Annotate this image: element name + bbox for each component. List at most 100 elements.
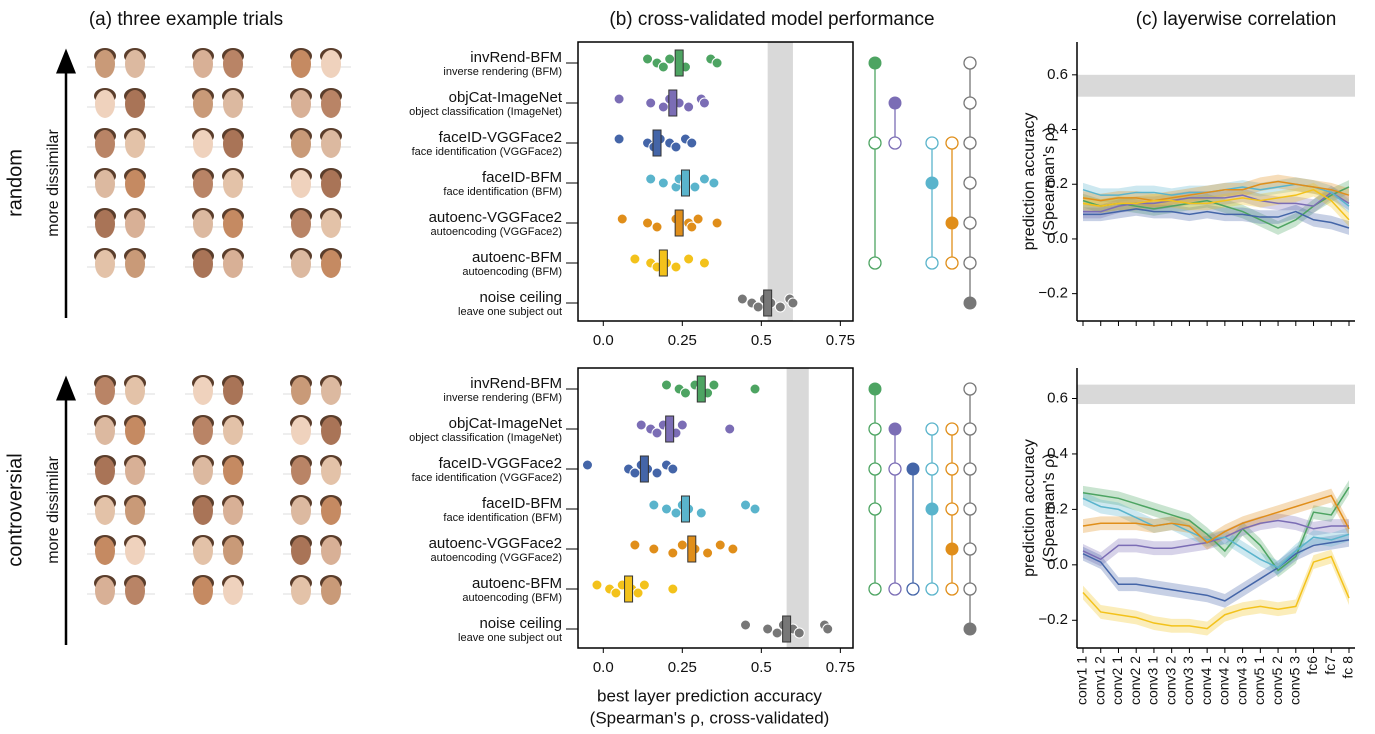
- significance-open: [963, 136, 977, 150]
- error-band: [1083, 549, 1349, 636]
- subject-point: [676, 419, 688, 431]
- model-description: object classification (ImageNet): [409, 432, 562, 444]
- mean-bar: [680, 495, 690, 523]
- noise-ceiling-band: [1077, 384, 1355, 405]
- face: [223, 377, 243, 405]
- significance-open: [888, 462, 902, 476]
- subject-point: [683, 253, 695, 265]
- subject-point: [749, 503, 761, 515]
- x-tick-label: 0.0: [593, 659, 614, 676]
- significance-filled: [925, 502, 939, 516]
- face: [291, 170, 311, 198]
- x-tick-label: 0.25: [668, 332, 697, 349]
- mean-bar: [696, 375, 706, 403]
- x-tick-label: conv5 1: [1251, 656, 1267, 705]
- significance-open: [925, 136, 939, 150]
- x-tick-label: conv1 2: [1091, 656, 1107, 705]
- series-line: [1083, 191, 1350, 213]
- x-tick-label: 0.0: [593, 332, 614, 349]
- subject-point: [667, 463, 679, 475]
- subject-point: [749, 383, 761, 395]
- face: [223, 130, 243, 158]
- model-description: face identification (VGGFace2): [412, 146, 562, 158]
- model-name: invRend-BFM: [470, 375, 562, 392]
- face: [193, 250, 213, 278]
- significance-open: [945, 422, 959, 436]
- x-tick-label: conv4 1: [1198, 656, 1214, 705]
- face: [125, 170, 145, 198]
- series-line: [1082, 497, 1350, 569]
- significance-open: [925, 422, 939, 436]
- model-name: autoenc-VGGFace2: [429, 209, 562, 226]
- face: [321, 90, 341, 118]
- face: [223, 90, 243, 118]
- mean-bar: [639, 455, 649, 483]
- face: [321, 50, 341, 78]
- face: [223, 417, 243, 445]
- error-band: [1083, 491, 1349, 575]
- model-description: face identification (VGGFace2): [412, 472, 562, 484]
- x-tick-label: conv3 1: [1145, 656, 1161, 705]
- significance-open: [925, 462, 939, 476]
- face: [95, 377, 115, 405]
- face: [321, 210, 341, 238]
- model-description: autoencoding (BFM): [462, 266, 562, 278]
- face: [291, 210, 311, 238]
- face: [125, 90, 145, 118]
- subject-point: [708, 177, 720, 189]
- model-name: autoenc-BFM: [472, 249, 562, 266]
- subject-point: [774, 301, 786, 313]
- face: [95, 50, 115, 78]
- model-description: autoencoding (VGGFace2): [431, 226, 562, 238]
- significance-open: [868, 582, 882, 596]
- model-description: autoencoding (VGGFace2): [431, 552, 562, 564]
- significance-open: [963, 256, 977, 270]
- face: [125, 50, 145, 78]
- x-tick-label: conv2 2: [1127, 656, 1143, 705]
- x-axis-label: best layer prediction accuracy: [597, 686, 822, 705]
- arrow-label: more dissimilar: [45, 129, 62, 237]
- model-name: faceID-BFM: [482, 495, 562, 512]
- significance-open: [945, 256, 959, 270]
- face: [95, 497, 115, 525]
- error-band: [1083, 182, 1349, 227]
- significance-open: [925, 582, 939, 596]
- significance-filled: [868, 56, 882, 70]
- face: [321, 577, 341, 605]
- face: [223, 250, 243, 278]
- x-tick-label: 0.5: [751, 332, 772, 349]
- subject-point: [736, 293, 748, 305]
- face: [193, 577, 213, 605]
- face: [95, 250, 115, 278]
- y-tick-label: 0.0: [1047, 556, 1068, 573]
- model-name: faceID-VGGFace2: [439, 129, 562, 146]
- y-tick-label: 0.6: [1047, 389, 1068, 406]
- y-tick-label: 0.4: [1047, 445, 1068, 462]
- panel-title: (a) three example trials: [89, 9, 283, 30]
- subject-point: [645, 97, 657, 109]
- y-tick-label: −0.2: [1038, 285, 1068, 302]
- face: [291, 577, 311, 605]
- face: [95, 417, 115, 445]
- mean-bar: [687, 535, 697, 563]
- mean-bar: [652, 129, 662, 157]
- mean-bar: [763, 289, 773, 317]
- face: [321, 417, 341, 445]
- face: [321, 537, 341, 565]
- face: [321, 457, 341, 485]
- model-description: autoencoding (BFM): [462, 592, 562, 604]
- face: [125, 130, 145, 158]
- significance-filled: [906, 462, 920, 476]
- significance-open: [888, 582, 902, 596]
- subject-point: [711, 217, 723, 229]
- significance-open: [963, 56, 977, 70]
- y-tick-label: 0.6: [1047, 66, 1068, 83]
- significance-open: [963, 582, 977, 596]
- model-name: noise ceiling: [479, 289, 562, 306]
- significance-open: [963, 382, 977, 396]
- subject-point: [689, 181, 701, 193]
- subject-point: [651, 427, 663, 439]
- face: [125, 417, 145, 445]
- face: [291, 377, 311, 405]
- subject-point: [698, 97, 710, 109]
